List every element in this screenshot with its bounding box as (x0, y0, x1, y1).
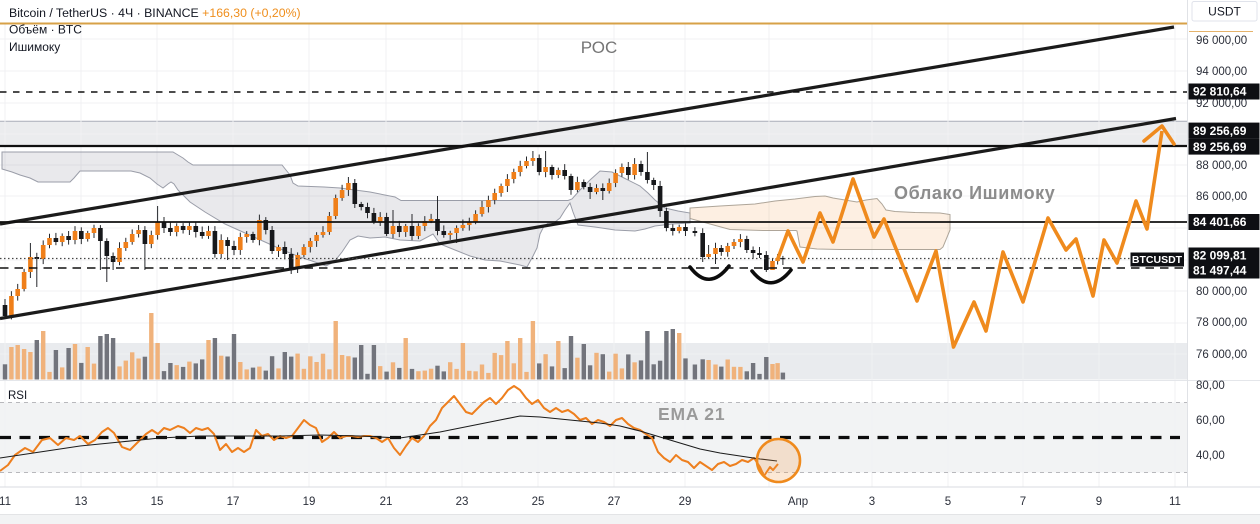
svg-text:RSI: RSI (8, 390, 27, 402)
svg-text:40,00: 40,00 (1196, 450, 1225, 462)
svg-text:89 256,69: 89 256,69 (1193, 124, 1247, 138)
svg-text:96 000,00: 96 000,00 (1196, 35, 1247, 47)
svg-text:82 099,81: 82 099,81 (1193, 249, 1247, 263)
svg-text:88 000,00: 88 000,00 (1196, 160, 1247, 172)
svg-text:21: 21 (380, 496, 393, 508)
svg-text:29: 29 (679, 496, 692, 508)
svg-text:92 000,00: 92 000,00 (1196, 98, 1247, 110)
svg-text:19: 19 (303, 496, 316, 508)
svg-text:89 256,69: 89 256,69 (1193, 140, 1247, 154)
svg-text:3: 3 (869, 496, 875, 508)
svg-text:11: 11 (1169, 496, 1181, 508)
svg-text:27: 27 (608, 496, 621, 508)
svg-text:60,00: 60,00 (1196, 415, 1225, 427)
svg-text:92 810,64: 92 810,64 (1193, 85, 1247, 99)
svg-text:Апр: Апр (788, 496, 808, 508)
svg-text:РОС: РОС (581, 38, 617, 57)
svg-text:80,00: 80,00 (1196, 380, 1225, 392)
svg-text:25: 25 (532, 496, 545, 508)
svg-text:80 000,00: 80 000,00 (1196, 286, 1247, 298)
svg-text:17: 17 (227, 496, 240, 508)
svg-text:84 401,66: 84 401,66 (1193, 215, 1247, 229)
svg-text:Ишимоку: Ишимоку (9, 40, 60, 54)
svg-text:BTCUSDT: BTCUSDT (1132, 254, 1183, 266)
svg-text:78 000,00: 78 000,00 (1196, 317, 1247, 329)
svg-text:EMA 21: EMA 21 (658, 404, 725, 424)
svg-text:76 000,00: 76 000,00 (1196, 349, 1247, 361)
svg-text:7: 7 (1020, 496, 1026, 508)
svg-text:USDT: USDT (1208, 5, 1241, 19)
svg-text:23: 23 (456, 496, 469, 508)
svg-text:Bitcoin / TetherUS · 4Ч · BINA: Bitcoin / TetherUS · 4Ч · BINANCE +166,3… (9, 6, 301, 20)
svg-text:94 000,00: 94 000,00 (1196, 66, 1247, 78)
svg-text:86 000,00: 86 000,00 (1196, 191, 1247, 203)
svg-text:11: 11 (0, 496, 11, 508)
svg-text:9: 9 (1096, 496, 1102, 508)
svg-text:15: 15 (151, 496, 164, 508)
svg-text:81 497,44: 81 497,44 (1193, 264, 1247, 278)
svg-text:5: 5 (945, 496, 951, 508)
svg-text:Объём · BTC: Объём · BTC (9, 23, 82, 37)
svg-text:Облако Ишимоку: Облако Ишимоку (894, 183, 1055, 203)
svg-text:13: 13 (75, 496, 88, 508)
